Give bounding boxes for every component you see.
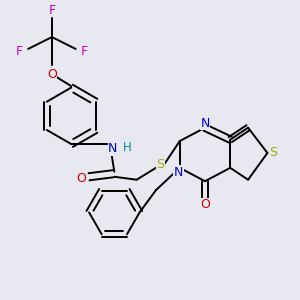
Text: F: F (16, 45, 23, 58)
Text: F: F (48, 4, 56, 17)
Text: N: N (200, 117, 210, 130)
Text: S: S (156, 158, 164, 171)
Text: O: O (200, 199, 210, 212)
Text: H: H (123, 140, 132, 154)
Text: N: N (173, 166, 183, 179)
Text: S: S (269, 146, 277, 160)
Text: F: F (81, 45, 88, 58)
Text: O: O (77, 172, 87, 185)
Text: N: N (108, 142, 118, 155)
Text: O: O (47, 68, 57, 81)
